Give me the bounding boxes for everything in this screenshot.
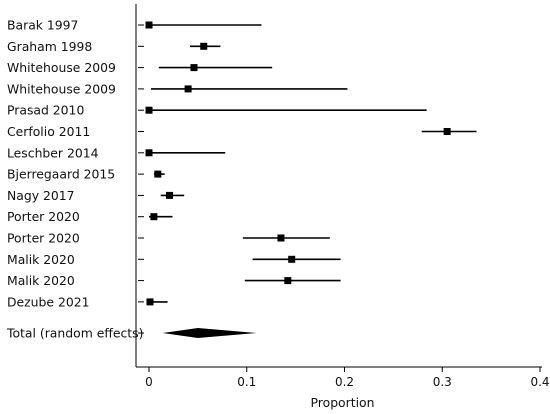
estimate-square bbox=[284, 277, 292, 285]
estimate-square bbox=[166, 191, 174, 199]
study-label: Malik 2020 bbox=[7, 252, 75, 267]
x-axis-label: Proportion bbox=[311, 395, 375, 410]
study-label: Malik 2020 bbox=[7, 273, 75, 288]
estimate-square bbox=[145, 21, 153, 29]
estimate-square bbox=[277, 234, 285, 242]
estimate-square bbox=[288, 255, 296, 263]
study-label: Barak 1997 bbox=[7, 18, 78, 33]
study-label: Nagy 2017 bbox=[7, 188, 75, 203]
study-label: Graham 1998 bbox=[7, 39, 92, 54]
pooled-estimate-diamond bbox=[162, 328, 257, 338]
study-label: Leschber 2014 bbox=[7, 145, 99, 160]
estimate-square bbox=[150, 213, 158, 221]
study-label: Bjerregaard 2015 bbox=[7, 167, 115, 182]
estimate-square bbox=[200, 42, 208, 50]
x-tick-label: 0.1 bbox=[237, 375, 256, 389]
estimate-square bbox=[145, 106, 153, 114]
study-label: Whitehouse 2009 bbox=[7, 81, 116, 96]
study-label: Whitehouse 2009 bbox=[7, 60, 116, 75]
estimate-square bbox=[154, 170, 162, 178]
study-label: Porter 2020 bbox=[7, 209, 80, 224]
study-label: Prasad 2010 bbox=[7, 103, 84, 118]
confidence-intervals bbox=[149, 24, 477, 303]
x-tick-label: 0.2 bbox=[335, 375, 354, 389]
estimate-square bbox=[146, 298, 154, 306]
study-labels: Barak 1997 Graham 1998 Whitehouse 2009 Whit… bbox=[6, 18, 144, 341]
study-label: Porter 2020 bbox=[7, 231, 80, 246]
estimate-square bbox=[443, 128, 451, 135]
estimate-square bbox=[145, 149, 153, 157]
x-tick-label: 0.3 bbox=[433, 375, 452, 389]
estimate-square bbox=[190, 64, 198, 72]
estimate-square bbox=[184, 85, 192, 93]
point-estimates bbox=[145, 21, 451, 306]
study-label: Dezube 2021 bbox=[7, 294, 89, 309]
x-axis-ticks: 0 0.1 0.2 0.3 0.4 bbox=[145, 367, 550, 389]
study-label: Cerfolio 2011 bbox=[7, 124, 90, 139]
pooled-label: Total (random effects) bbox=[6, 326, 143, 341]
x-tick-label: 0.4 bbox=[530, 375, 549, 389]
x-tick-label: 0 bbox=[145, 375, 153, 389]
